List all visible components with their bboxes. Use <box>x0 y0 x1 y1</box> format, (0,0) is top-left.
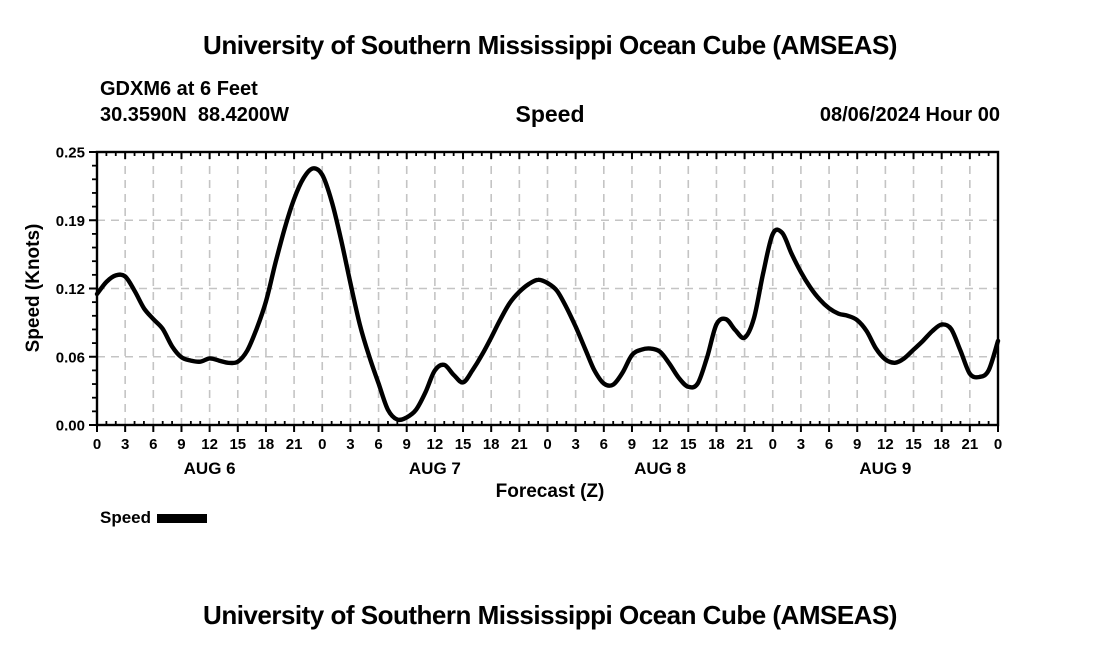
day-label: AUG 8 <box>634 459 686 478</box>
speed-curve <box>94 166 1001 423</box>
y-tick-label: 0.06 <box>56 349 85 366</box>
x-tick-label: 3 <box>571 436 579 453</box>
x-tick-label: 15 <box>455 436 472 453</box>
x-tick-label: 15 <box>680 436 697 453</box>
x-tick-label: 21 <box>962 436 979 453</box>
x-tick-label: 0 <box>318 436 326 453</box>
legend: Speed <box>100 506 208 530</box>
page-title: University of Southern Mississippi Ocean… <box>203 30 897 60</box>
y-tick-label: 0.12 <box>56 281 85 298</box>
x-tick-label: 21 <box>511 436 528 453</box>
x-tick-label: 3 <box>346 436 354 453</box>
x-tick-label: 15 <box>229 436 246 453</box>
x-tick-label: 6 <box>825 436 833 453</box>
x-tick-label: 9 <box>628 436 636 453</box>
legend-line-swatch <box>157 513 208 523</box>
x-tick-label: 18 <box>258 436 275 453</box>
legend-label: Speed <box>100 508 152 527</box>
day-label: AUG 6 <box>184 459 236 478</box>
x-tick-label: 18 <box>483 436 500 453</box>
station-label: GDXM6 at 6 Feet <box>100 78 258 100</box>
x-tick-label: 0 <box>93 436 101 453</box>
plot-title: Speed <box>515 101 585 127</box>
x-tick-label: 3 <box>797 436 805 453</box>
y-tick-label: 0.25 <box>56 145 85 162</box>
day-label: AUG 7 <box>409 459 461 478</box>
x-tick-label: 18 <box>708 436 725 453</box>
coordinates-label: 30.3590N 88.4200W <box>100 104 290 126</box>
x-tick-label: 6 <box>149 436 157 453</box>
y-tick-label: 0.19 <box>56 213 85 230</box>
x-tick-label: 12 <box>427 436 444 453</box>
footer-title: University of Southern Mississippi Ocean… <box>203 600 897 630</box>
x-tick-label: 3 <box>121 436 129 453</box>
x-tick-label: 18 <box>933 436 950 453</box>
run-date-label: 08/06/2024 Hour 00 <box>819 104 1000 126</box>
x-tick-label: 15 <box>905 436 922 453</box>
x-tick-label: 6 <box>600 436 608 453</box>
x-tick-label: 0 <box>994 436 1002 453</box>
x-tick-label: 21 <box>286 436 303 453</box>
x-tick-label: 12 <box>877 436 894 453</box>
x-tick-label: 9 <box>853 436 861 453</box>
x-tick-label: 0 <box>769 436 777 453</box>
x-tick-label: 12 <box>652 436 669 453</box>
day-label: AUG 9 <box>859 459 911 478</box>
y-tick-label: 0.00 <box>56 418 85 435</box>
x-tick-label: 6 <box>374 436 382 453</box>
x-tick-label: 9 <box>177 436 185 453</box>
x-axis-title: Forecast (Z) <box>495 481 605 502</box>
x-tick-label: 21 <box>736 436 753 453</box>
x-tick-label: 9 <box>403 436 411 453</box>
x-tick-label: 12 <box>201 436 218 453</box>
x-tick-label: 0 <box>543 436 551 453</box>
